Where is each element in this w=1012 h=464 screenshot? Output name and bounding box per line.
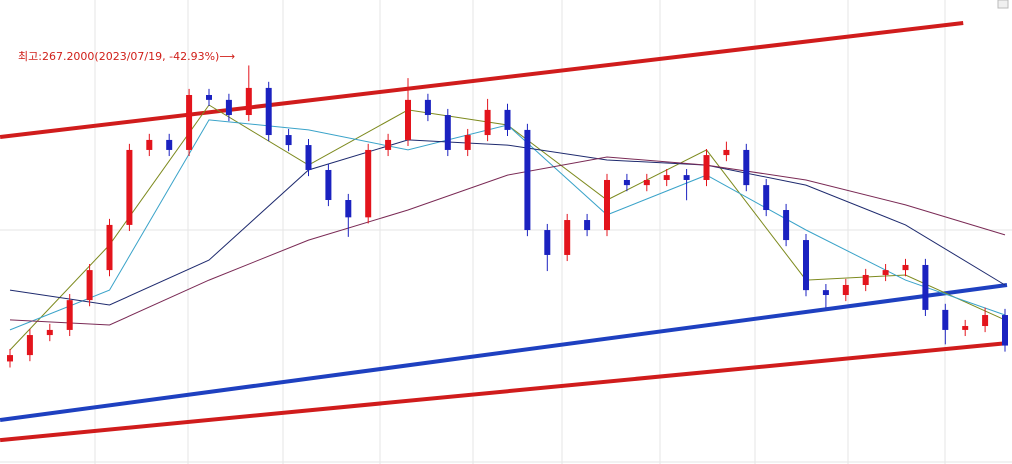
corner-icon[interactable] bbox=[997, 0, 1009, 9]
candle-body bbox=[66, 300, 73, 330]
candle-body bbox=[743, 149, 750, 186]
candle-body bbox=[862, 274, 869, 285]
candle-body bbox=[146, 139, 153, 150]
candle-body bbox=[564, 220, 571, 255]
candle-body bbox=[86, 270, 93, 301]
candle-body bbox=[643, 179, 650, 186]
candle-body bbox=[544, 230, 551, 255]
candle-body bbox=[584, 220, 591, 231]
trend-line bbox=[0, 341, 1008, 443]
candle-body bbox=[345, 200, 352, 218]
candle-body bbox=[126, 149, 133, 225]
candle-body bbox=[882, 270, 889, 275]
candle-body bbox=[723, 149, 730, 156]
candle-body bbox=[484, 109, 491, 136]
candle-body bbox=[424, 99, 431, 116]
candle-body bbox=[982, 315, 989, 327]
candle-body bbox=[305, 145, 312, 170]
candle-body bbox=[783, 210, 790, 241]
candle-body bbox=[325, 169, 332, 201]
candle-body bbox=[265, 87, 272, 136]
trend-line bbox=[0, 21, 964, 139]
candle-body bbox=[385, 139, 392, 150]
candle-body bbox=[405, 99, 411, 140]
candle-body bbox=[763, 185, 770, 211]
candle-body bbox=[922, 264, 929, 310]
candle-body bbox=[604, 179, 610, 231]
candle-body bbox=[942, 309, 949, 330]
candle-body bbox=[1002, 315, 1008, 346]
candle-body bbox=[7, 355, 13, 362]
candle-body bbox=[842, 284, 849, 296]
candle-body bbox=[504, 109, 511, 130]
candle-body bbox=[245, 87, 252, 116]
candle-body bbox=[26, 335, 33, 356]
candle-body bbox=[225, 99, 232, 116]
candle-body bbox=[106, 224, 113, 271]
candle-body bbox=[623, 179, 630, 186]
candle-body bbox=[683, 175, 690, 180]
candle-body bbox=[464, 135, 471, 150]
moving-average bbox=[9, 156, 1006, 326]
candle-body bbox=[902, 264, 909, 271]
candle-body bbox=[186, 94, 193, 150]
candle-body bbox=[803, 240, 809, 291]
candle-body bbox=[703, 155, 710, 180]
candle-body bbox=[365, 149, 372, 218]
candle-body bbox=[663, 175, 670, 180]
candle-body bbox=[524, 129, 531, 231]
high-annotation: 최고:267.2000(2023/07/19, -42.93%)⟶ bbox=[18, 50, 235, 63]
candle-body bbox=[46, 329, 53, 336]
candle-body bbox=[285, 135, 292, 146]
candle-body bbox=[822, 290, 829, 296]
candle-body bbox=[962, 326, 969, 330]
candle-body bbox=[166, 139, 173, 150]
candle-body bbox=[206, 94, 212, 100]
candle-body bbox=[444, 115, 451, 150]
trend-line bbox=[0, 283, 1008, 422]
moving-average bbox=[9, 139, 1006, 306]
